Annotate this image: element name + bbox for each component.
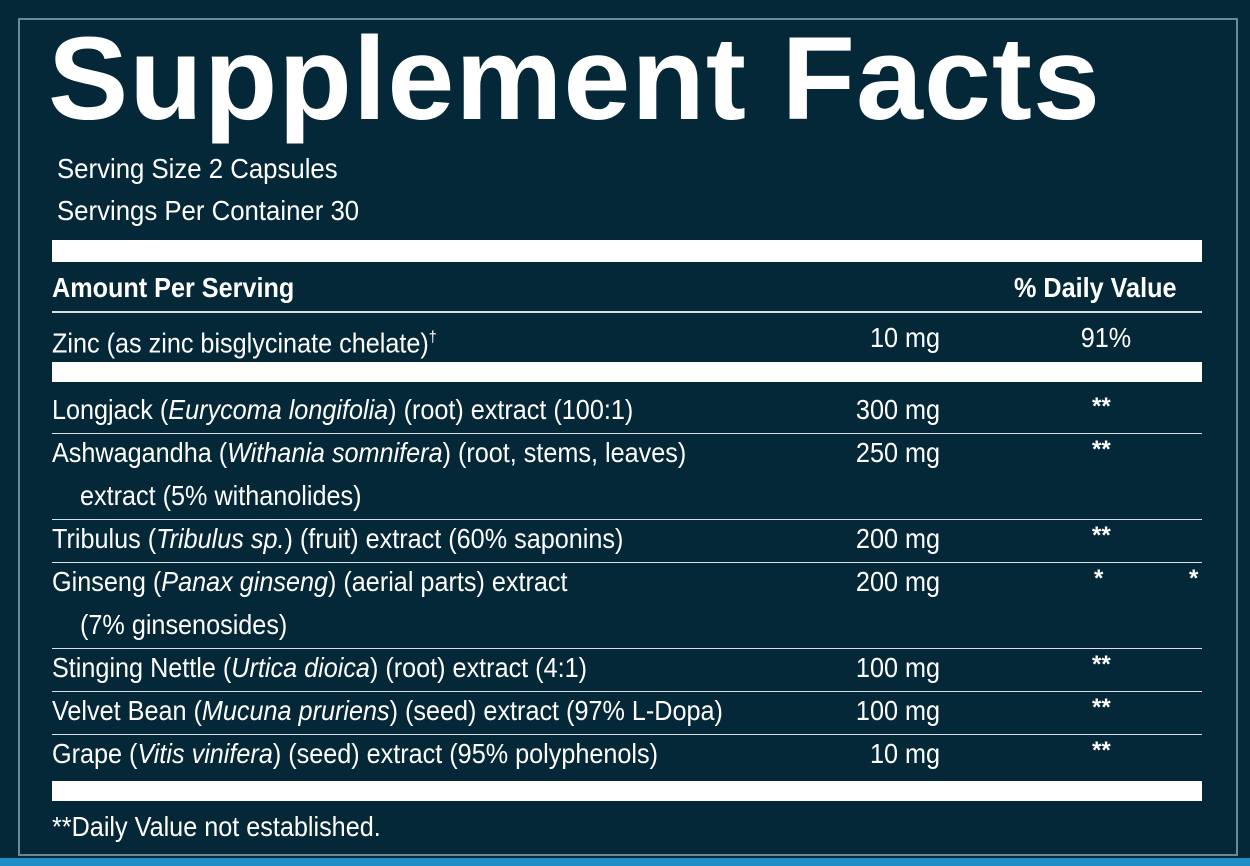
ingredient-name: Tribulus (Tribulus sp.) (fruit) extract … <box>52 522 623 556</box>
ingredient-daily-value: ** <box>1092 696 1111 720</box>
row-divider <box>52 562 1202 563</box>
ingredient-name-continued: (7% ginsenosides) <box>80 608 287 642</box>
ingredient-name: Grape (Vitis vinifera) (seed) extract (9… <box>52 737 658 771</box>
ingredient-name: Stinging Nettle (Urtica dioica) (root) e… <box>52 651 587 685</box>
thick-divider <box>52 240 1202 262</box>
footnote: **Daily Value not established. <box>52 810 381 844</box>
medium-divider <box>52 362 1202 382</box>
ingredient-daily-value: ** <box>1092 653 1111 677</box>
ingredient-daily-value: ** <box>1092 739 1111 763</box>
ingredient-name-continued: extract (5% withanolides) <box>80 479 362 513</box>
row-divider <box>52 519 1202 520</box>
ingredient-amount: 100 mg <box>796 694 940 728</box>
ingredient-daily-value-mark: * <box>1189 567 1198 591</box>
row-divider <box>52 734 1202 735</box>
ingredient-amount: 200 mg <box>796 522 940 556</box>
header-divider <box>52 311 1202 313</box>
ingredient-name: Longjack (Eurycoma longifolia) (root) ex… <box>52 393 633 427</box>
ingredient-name: Ginseng (Panax ginseng) (aerial parts) e… <box>52 565 567 599</box>
ingredient-amount: 200 mg <box>796 565 940 599</box>
amount-per-serving-heading: Amount Per Serving <box>52 271 294 305</box>
row-divider <box>52 691 1202 692</box>
ingredient-name: Velvet Bean (Mucuna pruriens) (seed) ext… <box>52 694 723 728</box>
accent-strip <box>0 858 1250 866</box>
row-divider <box>52 648 1202 649</box>
ingredient-amount: 250 mg <box>796 436 940 470</box>
bottom-divider <box>52 781 1202 801</box>
ingredient-amount: 300 mg <box>796 393 940 427</box>
zinc-name: Zinc (as zinc bisglycinate chelate)† <box>52 321 437 360</box>
ingredient-amount: 10 mg <box>796 737 940 771</box>
label-title: Supplement Facts <box>48 14 1101 144</box>
serving-size: Serving Size 2 Capsules <box>57 152 338 186</box>
ingredient-daily-value: ** <box>1092 524 1111 548</box>
row-divider <box>52 433 1202 434</box>
ingredient-daily-value: ** <box>1092 438 1111 462</box>
ingredient-daily-value: * <box>1094 567 1103 591</box>
servings-per-container: Servings Per Container 30 <box>57 194 359 228</box>
ingredient-daily-value: ** <box>1092 395 1111 419</box>
zinc-daily-value: 91% <box>1052 321 1160 355</box>
ingredient-name: Ashwagandha (Withania somnifera) (root, … <box>52 436 686 470</box>
daily-value-heading: % Daily Value <box>1014 271 1176 305</box>
zinc-amount: 10 mg <box>796 321 940 355</box>
ingredient-amount: 100 mg <box>796 651 940 685</box>
